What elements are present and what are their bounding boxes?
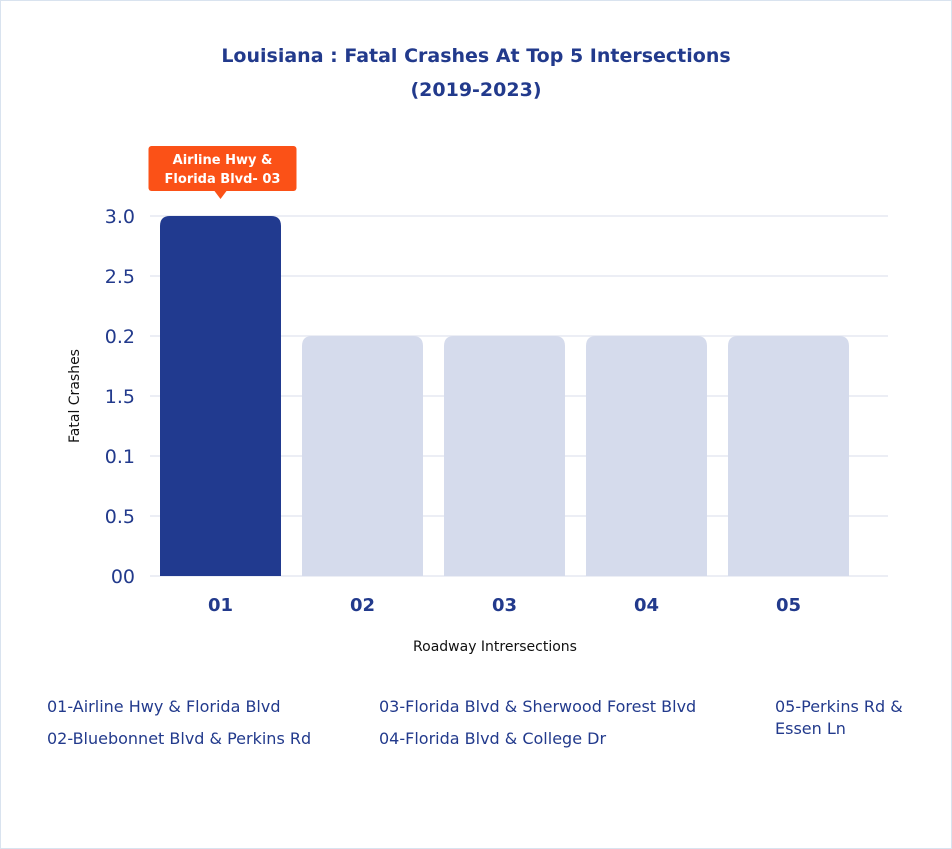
x-tick-label: 04 <box>634 595 659 616</box>
legend-item-02: 02-Bluebonnet Blvd & Perkins Rd <box>47 729 312 748</box>
x-tick-label: 03 <box>492 595 517 616</box>
bar-05 <box>728 336 849 576</box>
x-tick-label: 01 <box>208 595 233 616</box>
bar-04 <box>586 336 707 576</box>
y-tick-label: 3.0 <box>105 206 135 228</box>
chart-title: Louisiana : Fatal Crashes At Top 5 Inter… <box>221 45 731 67</box>
bar-01 <box>160 216 281 576</box>
callout-box <box>148 146 297 191</box>
legend-item-05: 05-Perkins Rd & Essen Ln <box>775 697 903 738</box>
legend-item-04: 04-Florida Blvd & College Dr <box>379 729 607 748</box>
y-tick-label: 0.2 <box>105 326 135 348</box>
y-axis-title: Fatal Crashes <box>67 349 83 443</box>
x-tick-label: 05 <box>776 595 801 616</box>
y-tick-label: 0.5 <box>105 506 135 528</box>
y-tick-label: 0.1 <box>105 446 135 468</box>
callout-line-1: Airline Hwy & <box>173 153 273 168</box>
x-axis-title: Roadway Intrersections <box>413 639 577 655</box>
callout-line-2: Florida Blvd- 03 <box>165 172 281 187</box>
y-tick-label: 1.5 <box>105 386 135 408</box>
legend-item-01: 01-Airline Hwy & Florida Blvd <box>47 697 281 716</box>
bar-02 <box>302 336 423 576</box>
x-tick-label: 02 <box>350 595 375 616</box>
bar-03 <box>444 336 565 576</box>
callout-pointer <box>214 191 227 199</box>
chart-subtitle: (2019-2023) <box>410 79 542 101</box>
legend-item-03: 03-Florida Blvd & Sherwood Forest Blvd <box>379 697 697 716</box>
y-tick-label: 00 <box>111 566 135 588</box>
y-tick-label: 2.5 <box>105 266 135 288</box>
